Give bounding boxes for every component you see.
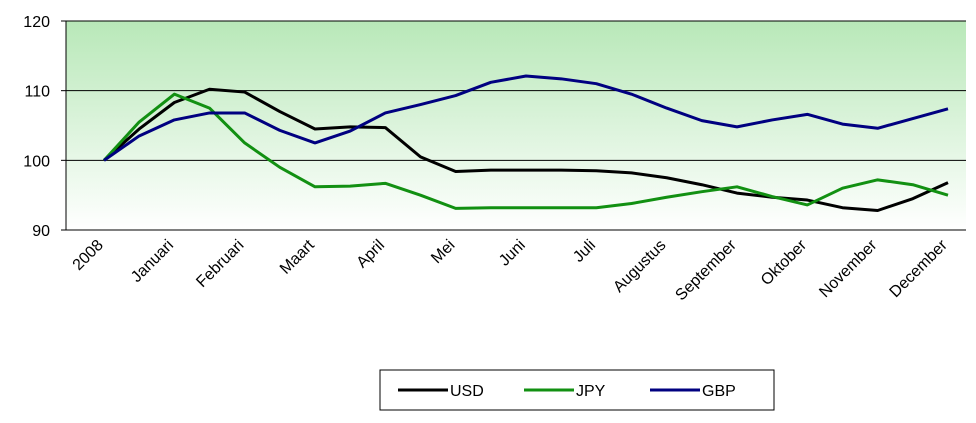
x-tick-label: Oktober (758, 236, 811, 289)
x-tick-label: September (672, 236, 740, 304)
x-tick-label: Mei (428, 237, 458, 267)
line-series (103, 87, 949, 212)
x-tick-label: December (887, 236, 952, 301)
legend-label: JPY (576, 383, 606, 400)
x-tick-label: April (354, 237, 389, 272)
y-tick-label: 100 (23, 153, 50, 170)
line-series (103, 74, 949, 162)
y-tick-label: 120 (23, 14, 50, 31)
x-tick-label: Augustus (610, 237, 669, 296)
x-tick-label: Juli (570, 237, 599, 266)
y-tick-label: 110 (24, 84, 50, 101)
line-series (102, 92, 949, 210)
x-tick-label: Februari (193, 237, 247, 291)
x-tick-label: Maart (277, 236, 318, 277)
plot-area (66, 21, 966, 230)
x-tick-label: Januari (128, 237, 177, 286)
y-tick-label: 90 (32, 223, 50, 240)
legend-label: USD (450, 383, 484, 400)
x-tick-label: Juni (496, 237, 529, 270)
x-tick-label: November (816, 236, 881, 301)
x-tick-label: 2008 (70, 237, 107, 274)
legend-label: GBP (702, 383, 736, 400)
